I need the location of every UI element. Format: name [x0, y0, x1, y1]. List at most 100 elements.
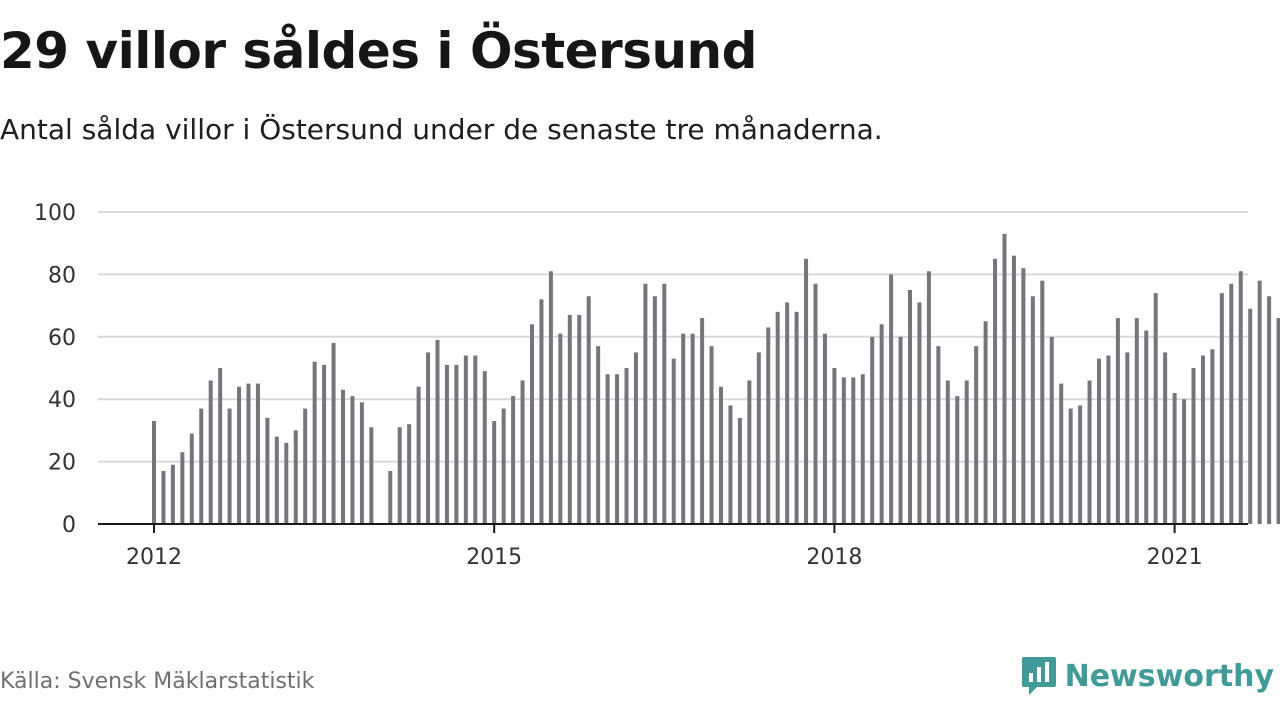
bar: [331, 343, 336, 524]
bar: [889, 274, 894, 524]
bar: [199, 408, 204, 524]
y-tick-label: 0: [62, 513, 76, 538]
bar: [577, 314, 582, 524]
bar: [1172, 392, 1177, 524]
bar: [520, 380, 525, 524]
bar: [983, 321, 988, 524]
bar: [1219, 293, 1224, 524]
chart-subtitle: Antal sålda villor i Östersund under de …: [0, 113, 883, 146]
bar: [341, 389, 345, 524]
bar: [161, 470, 166, 524]
bar: [1087, 380, 1092, 524]
bar: [785, 302, 790, 524]
chart-title: 29 villor såldes i Östersund: [0, 22, 757, 80]
bar: [407, 424, 412, 524]
bar: [605, 374, 610, 524]
bar: [1068, 408, 1073, 524]
bar: [312, 361, 317, 524]
newsworthy-logo-icon: [1021, 657, 1056, 695]
bar: [964, 380, 969, 524]
bar: [1115, 318, 1120, 524]
bar: [737, 417, 742, 524]
bar: [832, 368, 837, 524]
bar: [851, 377, 856, 524]
bar: [246, 383, 251, 524]
bar: [775, 311, 780, 524]
bar: [293, 430, 298, 524]
bar: [974, 346, 979, 524]
bar: [359, 402, 364, 524]
bar: [643, 283, 648, 524]
y-tick-label: 60: [48, 326, 76, 351]
bar: [1267, 296, 1272, 524]
bar: [993, 258, 998, 524]
bar: [1078, 405, 1083, 524]
bar: [596, 346, 601, 524]
bar: [709, 346, 714, 524]
bar: [945, 380, 950, 524]
bar: [870, 336, 875, 524]
source-note: Källa: Svensk Mäklarstatistik: [0, 669, 315, 694]
bar: [558, 333, 563, 524]
bar: [435, 339, 440, 524]
bar: [633, 352, 638, 524]
bar: [719, 386, 723, 524]
bar: [227, 408, 232, 524]
bar: [1106, 355, 1111, 524]
tick-labels: 0204060801002012201520182021202329: [34, 201, 1203, 570]
bar: [501, 408, 506, 524]
bar: [1021, 268, 1026, 524]
bar: [170, 464, 175, 524]
bar: [822, 333, 827, 524]
bar: [397, 427, 402, 524]
bar: [416, 386, 421, 524]
y-tick-label: 80: [48, 263, 76, 288]
bar: [1182, 399, 1187, 524]
bar: [530, 324, 534, 524]
bar: [1257, 280, 1262, 524]
bar: [454, 364, 459, 524]
bar: [218, 368, 223, 524]
x-tick-label: 2021: [1147, 545, 1203, 570]
x-tick-label: 2018: [806, 545, 862, 570]
bar: [1200, 355, 1205, 524]
y-tick-label: 20: [48, 451, 76, 476]
bar: [813, 283, 818, 524]
axes: [98, 523, 1248, 533]
bar: [1011, 255, 1016, 524]
bar: [681, 333, 686, 524]
bar: [690, 333, 695, 524]
brand-logo: Newsworthy: [1021, 655, 1274, 697]
bar: [671, 358, 676, 524]
bar: [1163, 352, 1168, 524]
bar: [926, 271, 931, 524]
bar: [1125, 352, 1130, 524]
brand-name: Newsworthy: [1064, 658, 1274, 694]
x-tick-label: 2015: [466, 545, 522, 570]
bar: [152, 421, 156, 524]
bar: [1030, 296, 1035, 524]
bar: [879, 324, 884, 524]
bar: [463, 355, 468, 524]
bar: [1276, 318, 1280, 524]
bar: [652, 296, 657, 524]
bar: [1229, 283, 1234, 524]
bar: [548, 271, 553, 524]
bar: [284, 442, 289, 524]
bar: [936, 346, 941, 524]
bar: [860, 374, 865, 524]
bar: [804, 258, 809, 524]
bar: [756, 352, 761, 524]
bar: [1191, 368, 1196, 524]
bar: [189, 433, 194, 524]
bar: [1144, 330, 1149, 524]
bar: [898, 336, 903, 524]
bar: [426, 352, 431, 524]
bar: [766, 327, 771, 524]
bar: [274, 436, 279, 524]
bar: [208, 380, 213, 524]
bar: [303, 408, 308, 524]
bar: [700, 318, 705, 524]
bar: [1210, 349, 1215, 524]
